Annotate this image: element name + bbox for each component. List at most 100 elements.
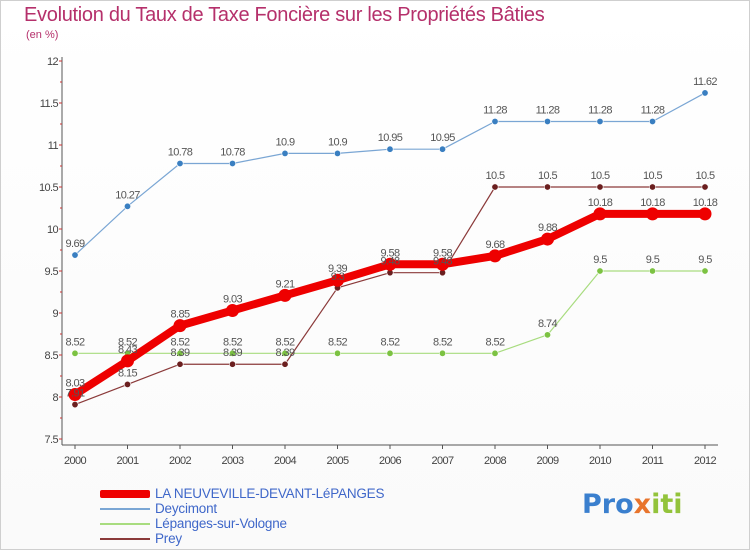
data-point xyxy=(278,288,292,302)
data-label: 9.5 xyxy=(593,254,607,266)
data-point xyxy=(648,183,656,191)
data-point xyxy=(488,249,502,263)
data-point xyxy=(226,303,239,317)
data-point xyxy=(333,149,341,157)
data-point xyxy=(333,349,341,357)
data-point xyxy=(71,251,79,259)
x-tick-label: 2002 xyxy=(169,455,192,467)
data-point xyxy=(176,159,184,167)
data-label: 8.52 xyxy=(118,336,137,348)
data-label: 10.95 xyxy=(378,132,403,144)
data-point xyxy=(383,257,397,271)
data-point xyxy=(386,349,394,357)
data-point xyxy=(386,145,394,153)
y-tick-label: 10.5 xyxy=(39,182,58,194)
data-point xyxy=(491,183,499,191)
x-tick-label: 2001 xyxy=(116,455,139,467)
data-point xyxy=(281,360,289,368)
data-label: 10.18 xyxy=(640,197,665,209)
chart-subtitle: (en %) xyxy=(26,29,59,41)
data-label: 9.68 xyxy=(485,239,504,251)
legend-label: Deycimont xyxy=(155,501,217,516)
data-label: 8.52 xyxy=(328,336,347,348)
data-label: 11.28 xyxy=(588,104,612,116)
legend-swatch xyxy=(100,490,150,498)
data-point xyxy=(648,117,656,125)
data-point xyxy=(229,360,237,368)
data-point xyxy=(121,354,134,368)
legend-label: Lépanges-sur-Vologne xyxy=(155,516,287,531)
data-label: 10.18 xyxy=(588,197,613,209)
y-tick-label: 9.5 xyxy=(45,266,59,278)
data-point xyxy=(124,202,132,210)
data-label: 10.9 xyxy=(328,136,347,148)
data-label: 8.52 xyxy=(170,336,189,348)
data-point xyxy=(543,183,551,191)
data-label: 11.28 xyxy=(483,104,507,116)
legend-swatch xyxy=(100,508,150,510)
data-label: 10.5 xyxy=(485,170,504,182)
y-tick-label: 8 xyxy=(52,392,58,404)
data-point xyxy=(491,349,499,357)
y-tick-label: 11.5 xyxy=(40,98,59,110)
data-point xyxy=(176,360,184,368)
data-point xyxy=(701,183,709,191)
y-tick-label: 11 xyxy=(48,140,59,152)
data-label: 8.15 xyxy=(118,367,137,379)
data-label: 9.58 xyxy=(380,247,399,259)
data-label: 10.5 xyxy=(643,170,662,182)
data-label: 9.03 xyxy=(223,293,242,305)
x-tick-label: 2003 xyxy=(221,455,244,467)
data-label: 9.48 xyxy=(380,256,399,268)
data-label: 9.48 xyxy=(433,256,452,268)
data-label: 10.27 xyxy=(115,189,140,201)
data-label: 8.39 xyxy=(275,347,294,359)
x-tick-label: 2011 xyxy=(642,455,664,467)
data-point xyxy=(698,207,712,221)
x-tick-label: 2008 xyxy=(484,455,507,467)
chart-legend: LA NEUVEVILLE-DEVANT-LéPANGES Deycimont … xyxy=(100,486,500,546)
series-line xyxy=(71,209,709,399)
data-label: 10.78 xyxy=(168,146,193,158)
data-point xyxy=(596,183,604,191)
legend-label: LA NEUVEVILLE-DEVANT-LéPANGES xyxy=(155,486,385,501)
y-tick-label: 8.5 xyxy=(45,350,59,362)
data-label: 8.03 xyxy=(65,377,84,389)
data-point xyxy=(229,349,237,357)
data-point xyxy=(71,401,79,409)
data-point xyxy=(124,380,132,388)
data-point xyxy=(541,232,554,246)
data-label: 8.52 xyxy=(223,336,242,348)
data-point xyxy=(281,349,289,357)
data-label: 7.91 xyxy=(65,388,84,400)
series-line xyxy=(74,186,706,406)
data-point xyxy=(648,267,656,275)
legend-item: Lépanges-sur-Vologne xyxy=(100,516,500,531)
data-point xyxy=(331,273,344,287)
chart-title: Evolution du Taux de Taxe Foncière sur l… xyxy=(24,4,545,26)
data-point xyxy=(438,349,446,357)
data-label: 8.52 xyxy=(275,336,294,348)
data-label: 8.52 xyxy=(65,336,84,348)
legend-swatch xyxy=(100,523,150,525)
data-point xyxy=(646,207,659,221)
x-tick-label: 2009 xyxy=(536,455,559,467)
data-label: 9.39 xyxy=(328,263,347,275)
data-point xyxy=(701,89,709,97)
data-label: 8.39 xyxy=(170,347,189,359)
data-label: 10.5 xyxy=(590,170,609,182)
data-point xyxy=(281,149,289,157)
data-point xyxy=(543,331,551,339)
y-tick-label: 9 xyxy=(52,308,58,320)
data-point xyxy=(593,207,607,221)
x-tick-label: 2012 xyxy=(694,455,717,467)
data-label: 8.43 xyxy=(118,344,137,356)
series-line xyxy=(74,92,706,256)
data-label: 9.69 xyxy=(65,238,84,250)
legend-item: LA NEUVEVILLE-DEVANT-LéPANGES xyxy=(100,486,500,501)
x-tick-label: 2006 xyxy=(379,455,402,467)
data-label: 10.5 xyxy=(538,170,557,182)
x-tick-label: 2004 xyxy=(274,455,297,467)
legend-label: Prey xyxy=(155,531,182,546)
